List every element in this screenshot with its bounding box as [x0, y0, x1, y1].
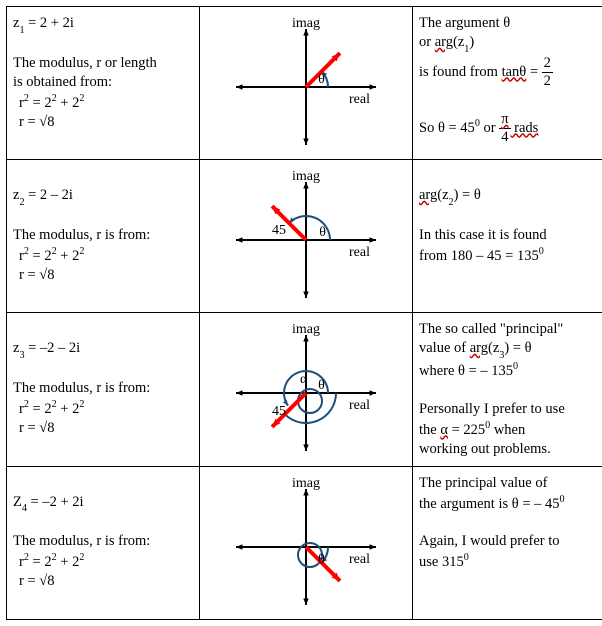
r3r-l7: working out problems. [419, 441, 602, 458]
z2-eq: z2 = 2 – 2i [13, 187, 193, 206]
row3-right: The so called "principal" value of arg(z… [413, 313, 602, 467]
r4r-l4: Again, I would prefer to [419, 533, 602, 550]
svg-text:real: real [349, 552, 370, 567]
r4-calc1: r2 = 22 + 22 [19, 552, 193, 571]
r3-calc1: r2 = 22 + 22 [19, 399, 193, 418]
row2-diagram: imag real θ 45 [200, 160, 413, 313]
row2-left: z2 = 2 – 2i The modulus, r is from: r2 =… [7, 160, 200, 313]
r3-desc1: The modulus, r is from: [13, 380, 193, 397]
row4-left: Z4 = –2 + 2i The modulus, r is from: r2 … [7, 466, 200, 619]
svg-text:θ: θ [318, 378, 325, 393]
r2r-l3: In this case it is found [419, 227, 602, 244]
r1-calc1: r2 = 22 + 22 [19, 93, 193, 112]
r2-calc2: r = √8 [19, 267, 193, 284]
r3r-l6: the α = 2250 when [419, 420, 602, 439]
svg-text:imag: imag [292, 322, 320, 337]
svg-text:real: real [349, 92, 370, 107]
row1-diagram: imag real θ [200, 7, 413, 160]
svg-text:imag: imag [292, 16, 320, 31]
svg-text:θ: θ [318, 552, 325, 567]
row3-diagram: imag real θα 45 [200, 313, 413, 467]
svg-text:45: 45 [272, 404, 286, 419]
r3r-l2: value of arg(z3) = θ [419, 340, 602, 359]
r1r-l5: So θ = 450 or π4 rads [419, 111, 602, 146]
r1-desc1: The modulus, r or length [13, 55, 193, 72]
svg-text:α: α [300, 372, 308, 387]
complex-table: z1 = 2 + 2i The modulus, r or length is … [6, 6, 602, 620]
r4r-l1: The principal value of [419, 475, 602, 492]
row4-diagram: imag real θ [200, 466, 413, 619]
row3-left: z3 = –2 – 2i The modulus, r is from: r2 … [7, 313, 200, 467]
z4-eq: Z4 = –2 + 2i [13, 494, 193, 513]
r2r-l4: from 180 – 45 = 1350 [419, 246, 602, 265]
r1r-l1: The argument θ [419, 15, 602, 32]
r1-desc2: is obtained from: [13, 74, 193, 91]
r4-desc1: The modulus, r is from: [13, 533, 193, 550]
svg-text:45: 45 [272, 223, 286, 238]
r4-calc2: r = √8 [19, 573, 193, 590]
r3r-l5: Personally I prefer to use [419, 401, 602, 418]
row2-right: arg(z2) = θ In this case it is found fro… [413, 160, 602, 313]
row1-right: The argument θ or arg(z1) is found from … [413, 7, 602, 160]
row4-right: The principal value of the argument is θ… [413, 466, 602, 619]
r4r-l5: use 3150 [419, 552, 602, 571]
r2-desc1: The modulus, r is from: [13, 227, 193, 244]
svg-text:θ: θ [318, 72, 325, 87]
r2-calc1: r2 = 22 + 22 [19, 246, 193, 265]
svg-text:imag: imag [292, 476, 320, 491]
svg-text:θ: θ [319, 225, 326, 240]
row1-left: z1 = 2 + 2i The modulus, r or length is … [7, 7, 200, 160]
svg-text:real: real [349, 245, 370, 260]
r4r-l2: the argument is θ = – 450 [419, 494, 602, 513]
r3r-l1: The so called "principal" [419, 321, 602, 338]
r1r-l2: or arg(z1) [419, 34, 602, 53]
r2r-l1: arg(z2) = θ [419, 187, 602, 206]
svg-text:imag: imag [292, 169, 320, 184]
r1-calc2: r = √8 [19, 114, 193, 131]
z3-eq: z3 = –2 – 2i [13, 340, 193, 359]
r1r-l3: is found from tanθ = 22 [419, 55, 602, 90]
r3r-l3: where θ = – 1350 [419, 361, 602, 380]
z1-eq: z1 = 2 + 2i [13, 15, 193, 34]
r3-calc2: r = √8 [19, 420, 193, 437]
svg-text:real: real [349, 398, 370, 413]
